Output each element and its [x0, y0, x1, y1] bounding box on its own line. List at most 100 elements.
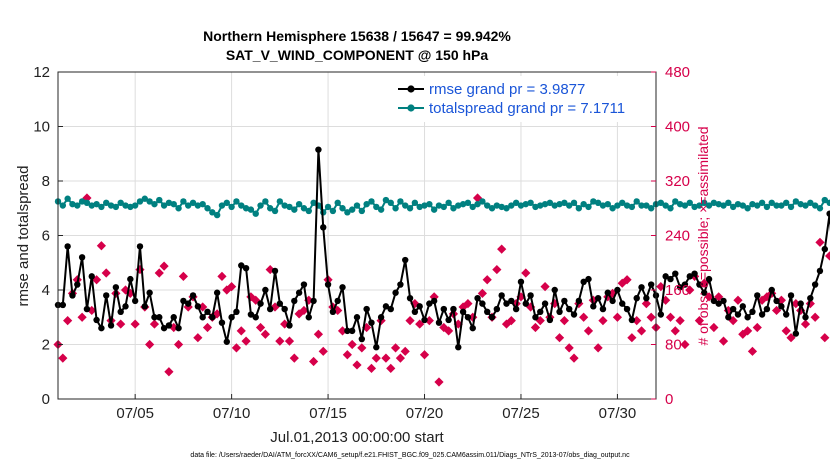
legend-marker-rmse: [407, 85, 415, 93]
totalspread-point: [117, 199, 124, 206]
rmse-point: [252, 314, 259, 321]
axes: 07/05 07/10 07/15 07/20 07/25 07/30 0 2 4 6 8 10 12 0…: [33, 64, 690, 422]
totalspread-point: [508, 202, 515, 209]
totalspread-point: [300, 205, 308, 212]
obs-count-marker: [497, 244, 507, 254]
rmse-point: [329, 308, 337, 315]
totalspread-point: [185, 202, 192, 209]
totalspread-point: [387, 199, 394, 206]
obs-count-marker: [728, 316, 738, 326]
totalspread-point: [368, 198, 375, 205]
obs-count-marker: [386, 363, 396, 373]
obs-count-marker: [463, 299, 473, 309]
totalspread-point: [180, 198, 187, 205]
totalspread-point: [397, 198, 404, 205]
obs-count-marker: [366, 363, 377, 373]
rmse-point: [623, 305, 631, 313]
obs-count-marker: [554, 333, 565, 343]
rmse-point: [450, 305, 457, 313]
totalspread-point: [537, 202, 544, 209]
obs-count-marker: [791, 299, 801, 309]
rmse-point: [271, 267, 279, 275]
rmse-point: [156, 314, 163, 321]
rmse-point: [204, 308, 211, 315]
rmse-point: [320, 224, 327, 231]
rmse-point: [484, 308, 491, 315]
obs-count-marker: [564, 343, 574, 353]
obs-count-marker: [477, 288, 487, 299]
rmse-point: [749, 308, 756, 315]
rmse-point: [498, 292, 505, 299]
rmse-point: [199, 314, 206, 321]
rmse-point: [286, 322, 293, 329]
obs-count-marker: [101, 268, 111, 278]
rmse-point: [455, 344, 462, 351]
totalspread-point: [112, 203, 120, 211]
legend-marker-spread: [407, 104, 415, 112]
obs-count-marker: [482, 275, 492, 285]
totalspread-point: [78, 198, 86, 205]
totalspread-point: [787, 203, 795, 211]
rmse-point: [257, 300, 264, 307]
rmse-point: [440, 305, 448, 313]
obs-count-marker: [63, 316, 73, 326]
obs-count-marker: [675, 316, 685, 326]
rmse-point: [112, 284, 120, 291]
obs-count-marker: [622, 275, 632, 285]
rmse-point: [334, 297, 341, 305]
totalspread-point: [493, 202, 501, 209]
rmse-point: [122, 303, 129, 310]
rmse-point: [213, 289, 221, 296]
totalspread-point: [816, 205, 824, 212]
obs-count-marker: [641, 299, 651, 309]
totalspread-point: [358, 207, 366, 215]
rmse-point: [614, 286, 621, 294]
totalspread-point: [348, 206, 356, 213]
rmse-point: [368, 319, 375, 326]
obs-count-marker: [381, 353, 391, 363]
rmse-point: [783, 311, 790, 318]
rmse-point: [561, 297, 568, 305]
totalspread-point: [696, 202, 703, 209]
totalspread-point: [662, 202, 669, 209]
rmse-point: [305, 314, 312, 321]
totalspread-point: [763, 203, 771, 211]
x-tick-label: 07/25: [502, 405, 540, 422]
totalspread-point: [435, 202, 443, 209]
y-tick-label: 6: [42, 228, 50, 245]
rmse-point: [517, 278, 525, 286]
totalspread-point: [83, 199, 91, 206]
rmse-point: [324, 281, 332, 288]
totalspread-point: [643, 202, 650, 209]
rmse-point: [532, 314, 539, 321]
totalspread-point: [353, 202, 361, 209]
rmse-point: [141, 303, 149, 310]
totalspread-point: [430, 206, 438, 213]
totalspread-point: [160, 202, 168, 209]
totalspread-point: [541, 200, 549, 208]
totalspread-point: [247, 206, 255, 213]
rmse-point: [459, 308, 467, 315]
rmse-point: [739, 303, 747, 310]
totalspread-point: [257, 202, 264, 209]
obs-count-marker: [241, 336, 251, 346]
rmse-point: [103, 292, 110, 299]
rmse-point: [160, 324, 168, 332]
totalspread-point: [498, 203, 505, 211]
rmse-point: [107, 322, 115, 329]
totalspread-point: [778, 202, 785, 209]
chart-title-line2: SAT_V_WIND_COMPONENT @ 150 hPa: [226, 47, 489, 63]
totalspread-point: [773, 202, 780, 209]
obs-count-marker: [159, 261, 169, 271]
totalspread-point: [768, 199, 775, 206]
obs-count-marker: [492, 264, 502, 275]
rmse-point: [464, 314, 472, 321]
totalspread-point: [792, 198, 800, 205]
rmse-point: [175, 324, 182, 332]
totalspread-point: [416, 203, 423, 211]
obs-count-marker: [342, 350, 352, 360]
rmse-point: [353, 314, 361, 321]
chart-title-line1: Northern Hemisphere 15638 / 15647 = 99.9…: [203, 28, 511, 44]
totalspread-point: [710, 199, 718, 206]
y-tick-label: 2: [42, 337, 50, 354]
